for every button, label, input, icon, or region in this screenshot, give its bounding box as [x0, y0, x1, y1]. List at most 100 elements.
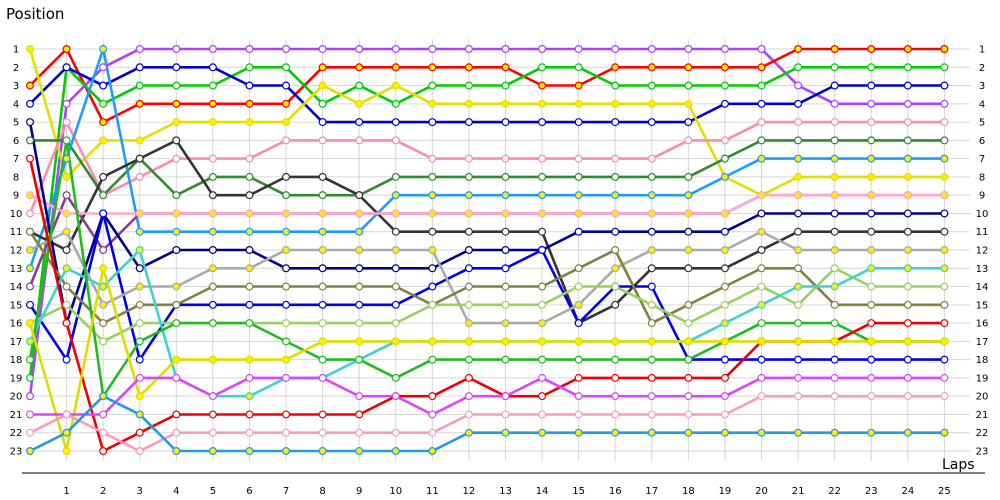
data-point	[611, 373, 620, 382]
y-tick-label: 15	[976, 300, 989, 311]
data-point	[538, 392, 547, 401]
data-point	[720, 136, 729, 145]
data-point	[428, 172, 437, 181]
data-point	[903, 355, 912, 364]
data-point	[538, 44, 547, 53]
y-tick-label: 19	[976, 373, 989, 384]
data-point	[99, 81, 108, 90]
data-point	[867, 246, 876, 255]
data-point	[611, 337, 620, 346]
data-point	[172, 81, 181, 90]
data-point	[62, 355, 71, 364]
data-point	[867, 136, 876, 145]
y-tick-label: 1	[13, 45, 19, 56]
data-point	[647, 191, 656, 200]
data-point	[282, 99, 291, 108]
data-point	[574, 319, 583, 328]
data-point	[574, 172, 583, 181]
data-point	[172, 447, 181, 456]
data-point	[867, 428, 876, 437]
data-point	[99, 300, 108, 309]
data-point	[903, 227, 912, 236]
data-point	[684, 136, 693, 145]
data-point	[757, 373, 766, 382]
data-point	[62, 264, 71, 273]
data-point	[245, 191, 254, 200]
data-point	[245, 172, 254, 181]
data-point	[574, 373, 583, 382]
data-point	[794, 337, 803, 346]
data-point	[647, 300, 656, 309]
data-point	[757, 63, 766, 72]
y-tick-label: 10	[976, 209, 989, 220]
data-point	[282, 282, 291, 291]
data-point	[172, 300, 181, 309]
data-point	[172, 99, 181, 108]
x-tick-label: 17	[645, 486, 658, 497]
x-tick-label: 10	[389, 486, 402, 497]
chart-series-lines	[28, 43, 945, 453]
data-point	[501, 428, 510, 437]
y-tick-label: 21	[10, 410, 23, 421]
data-point	[318, 373, 327, 382]
series-line	[29, 65, 945, 124]
data-point	[135, 447, 144, 456]
y-tick-label: 6	[979, 136, 985, 147]
data-point	[135, 136, 144, 145]
data-point	[391, 191, 400, 200]
data-point	[428, 99, 437, 108]
data-point	[245, 118, 254, 127]
data-point	[428, 191, 437, 200]
y-tick-label: 3	[13, 81, 19, 92]
data-point	[501, 282, 510, 291]
data-point	[794, 300, 803, 309]
data-point	[355, 282, 364, 291]
data-point	[684, 410, 693, 419]
data-point	[172, 282, 181, 291]
y-tick-label: 10	[10, 209, 23, 220]
data-point	[62, 172, 71, 181]
series-line	[28, 48, 945, 197]
data-point	[208, 154, 217, 163]
data-point	[428, 282, 437, 291]
data-point	[940, 81, 949, 90]
y-tick-label: 9	[13, 191, 19, 202]
data-point	[245, 282, 254, 291]
data-point	[501, 209, 510, 218]
data-point	[538, 373, 547, 382]
data-point	[208, 447, 217, 456]
data-point	[867, 355, 876, 364]
data-point	[464, 410, 473, 419]
series-line	[28, 192, 945, 287]
x-tick-label: 11	[426, 486, 439, 497]
data-point	[245, 209, 254, 218]
data-point	[391, 373, 400, 382]
data-point	[757, 209, 766, 218]
data-point	[647, 246, 656, 255]
data-point	[172, 373, 181, 382]
data-point	[355, 209, 364, 218]
series-line	[29, 394, 945, 453]
data-point	[245, 154, 254, 163]
data-point	[135, 373, 144, 382]
data-point	[135, 154, 144, 163]
data-point	[538, 81, 547, 90]
data-point	[135, 428, 144, 437]
data-point	[355, 337, 364, 346]
data-point	[99, 264, 108, 273]
data-point	[26, 319, 35, 328]
y-tick-label: 7	[979, 154, 985, 165]
data-point	[355, 355, 364, 364]
data-point	[903, 209, 912, 218]
data-point	[26, 373, 35, 382]
y-tick-label: 4	[13, 99, 19, 110]
data-point	[318, 264, 327, 273]
data-point	[720, 428, 729, 437]
data-point	[135, 300, 144, 309]
y-tick-label: 20	[10, 392, 23, 403]
data-point	[794, 246, 803, 255]
data-point	[464, 81, 473, 90]
data-point	[318, 172, 327, 181]
x-axis-title: Laps	[942, 457, 975, 473]
data-point	[940, 118, 949, 127]
